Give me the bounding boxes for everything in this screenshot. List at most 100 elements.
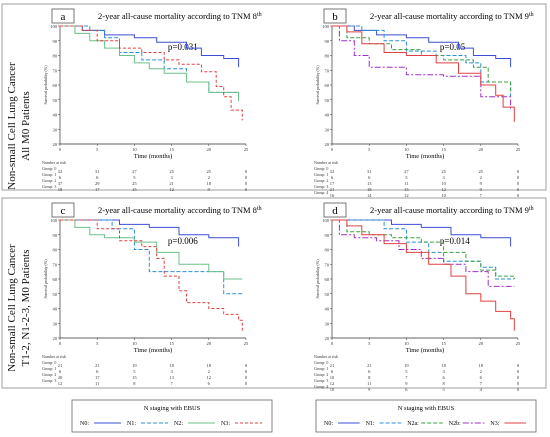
survival-curve-3 <box>60 25 240 102</box>
x-tick-label: 20 <box>479 341 484 346</box>
risk-count: 25 <box>207 169 212 174</box>
survival-curve-1 <box>60 219 240 247</box>
x-tick-label: 15 <box>169 341 174 346</box>
risk-count: 9 <box>368 387 371 392</box>
x-tick-label: 0 <box>331 341 334 346</box>
legend-1: N staging with EBUS N0: N1: N2: N3: <box>71 399 273 433</box>
panel-c: c 2-year all-cause mortality according to… <box>42 202 262 386</box>
risk-count: 15 <box>132 375 137 380</box>
risk-count: 7 <box>480 381 483 386</box>
risk-count: 29 <box>95 181 100 186</box>
x-tick-label: 25 <box>244 147 249 152</box>
x-tick-label: 20 <box>207 147 212 152</box>
y-tick-label: 70 <box>325 68 330 73</box>
risk-count: 25 <box>132 181 137 186</box>
x-tick-label: 10 <box>132 341 137 346</box>
risk-count: 25 <box>169 169 174 174</box>
risk-count: 4 <box>480 387 483 392</box>
risk-count: 14 <box>367 193 372 198</box>
y-tick-label: 50 <box>53 98 58 103</box>
risk-count: 16 <box>330 193 335 198</box>
y-tick-label: 80 <box>325 54 330 59</box>
x-tick-label: 5 <box>96 147 99 152</box>
p-value: p=0.031 <box>168 42 198 52</box>
risk-table-header: Number at risk <box>42 160 66 165</box>
risk-group-label: Group: 2 <box>314 372 328 377</box>
survival-curve-5 <box>332 219 515 331</box>
survival-curve-1 <box>332 25 512 68</box>
risk-count: 10 <box>330 375 335 380</box>
risk-count: 0 <box>517 369 520 374</box>
y-axis-label: Survival probability (%) <box>43 259 48 299</box>
risk-count: 21 <box>169 181 174 186</box>
chart-title-sup: th <box>529 206 534 212</box>
y-axis-label: Survival probability (%) <box>315 259 320 299</box>
risk-group-label: Group: 1 <box>42 366 56 371</box>
y-tick-label: 30 <box>325 321 330 326</box>
survival-curve-2 <box>60 219 243 295</box>
risk-count: 12 <box>441 187 446 192</box>
risk-count: 0 <box>245 375 248 380</box>
risk-count: 18 <box>169 363 174 368</box>
risk-count: 18 <box>207 181 212 186</box>
x-tick-label: 10 <box>404 147 409 152</box>
risk-count: 12 <box>330 381 335 386</box>
risk-count: 0 <box>517 381 520 386</box>
legend-label: N0: <box>324 421 333 427</box>
risk-group-label: Group: 1 <box>42 172 56 177</box>
y-tick-label: 70 <box>53 68 58 73</box>
risk-count: 0 <box>245 181 248 186</box>
risk-count: 0 <box>245 169 248 174</box>
y-tick-label: 50 <box>325 292 330 297</box>
risk-count: 15 <box>404 187 409 192</box>
y-tick-label: 70 <box>53 262 58 267</box>
legend-label: N1: <box>127 421 136 427</box>
risk-count: 2 <box>480 369 482 374</box>
risk-count: 6 <box>96 369 99 374</box>
y-tick-label: 30 <box>53 127 58 132</box>
y-tick-label: 60 <box>325 277 330 282</box>
legend-title: N staging with EBUS <box>144 405 201 412</box>
legend-label: N3: <box>221 421 230 427</box>
risk-count: 0 <box>517 387 520 392</box>
risk-count: 21 <box>58 363 63 368</box>
y-tick-label: 30 <box>325 127 330 132</box>
risk-count: 0 <box>517 193 520 198</box>
p-value: p=0.05 <box>440 42 466 52</box>
risk-count: 21 <box>367 363 372 368</box>
survival-curve-4 <box>60 219 243 331</box>
legend-frame <box>71 399 273 433</box>
y-tick-label: 60 <box>53 277 58 282</box>
y-tick-label: 60 <box>53 83 58 88</box>
y-tick-label: 100 <box>322 218 330 223</box>
risk-count: 12 <box>58 381 63 386</box>
panel-b: b 2-year all-cause mortality according to… <box>314 8 534 198</box>
risk-count: 8 <box>133 381 136 386</box>
risk-count: 6 <box>368 175 371 180</box>
risk-count: 0 <box>245 187 248 192</box>
risk-count: 5 <box>442 387 445 392</box>
risk-count: 31 <box>95 169 100 174</box>
risk-count: 32 <box>58 169 63 174</box>
risk-count: 25 <box>441 169 446 174</box>
risk-count: 6 <box>480 375 483 380</box>
risk-count: 9 <box>480 181 483 186</box>
risk-count: 19 <box>132 363 137 368</box>
y-tick-label: 100 <box>50 24 58 29</box>
x-tick-label: 0 <box>59 341 62 346</box>
panel-letter: c <box>61 205 66 217</box>
panel-letter-box <box>51 8 75 24</box>
x-tick-label: 20 <box>207 341 212 346</box>
risk-count: 6 <box>59 369 62 374</box>
panel-letter-box <box>323 8 347 24</box>
y-tick-label: 100 <box>50 218 58 223</box>
risk-count: 9 <box>480 187 483 192</box>
risk-count: 9 <box>405 381 408 386</box>
risk-table-header: Number at risk <box>314 354 338 359</box>
risk-group-label: Group: 3 <box>42 378 56 383</box>
risk-count: 2 <box>208 175 210 180</box>
risk-count: 18 <box>441 363 446 368</box>
risk-count: 3 <box>170 175 173 180</box>
risk-count: 11 <box>404 181 408 186</box>
row-frame-2 <box>1 197 547 389</box>
